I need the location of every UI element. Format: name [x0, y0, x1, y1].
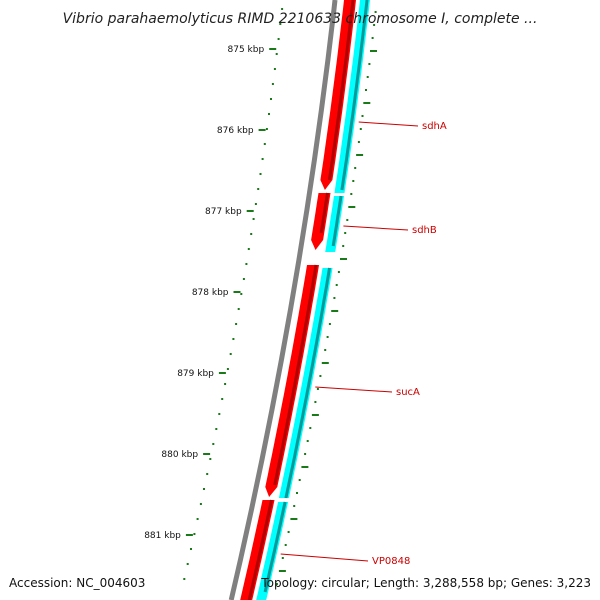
kbp-label: 879 kbp — [177, 369, 214, 379]
gc-dot — [257, 188, 260, 190]
gene-label-sdhb: sdhB — [343, 225, 437, 236]
gc-dot — [209, 458, 212, 460]
kbp-label: 880 kbp — [161, 450, 198, 460]
gc-dot — [242, 278, 245, 280]
reverse-gene — [334, 0, 370, 193]
gc-dot — [203, 488, 205, 490]
kbp-label: 881 kbp — [144, 531, 181, 541]
reverse-gene — [325, 195, 344, 252]
gc-dot — [259, 173, 262, 175]
gc-dot — [190, 548, 192, 550]
gc-dot — [235, 323, 238, 325]
summary-text: Topology: circular; Length: 3,288,558 bp… — [260, 576, 591, 590]
gc-dot — [183, 578, 186, 580]
reverse-gene-track — [256, 0, 370, 600]
gc-dot — [254, 203, 257, 205]
gene-label-vp0848: VP0848 — [280, 553, 410, 567]
gc-dot — [245, 263, 248, 265]
kbp-label: 878 kbp — [192, 288, 229, 298]
gc-dot — [224, 383, 227, 385]
gene-label: VP0848 — [372, 556, 410, 567]
gene-label: sdhB — [412, 225, 437, 236]
gc-dot — [232, 338, 235, 340]
gc-dot — [193, 533, 196, 535]
gc-dot — [250, 233, 253, 235]
gc-dot — [279, 23, 282, 25]
gc-dot — [215, 428, 218, 430]
gc-dot — [226, 368, 229, 370]
gc-dot — [229, 353, 232, 355]
gene-label: sdhA — [422, 121, 447, 132]
kbp-label: 877 kbp — [205, 207, 242, 217]
gc-dot — [199, 503, 202, 505]
gc-dot — [281, 8, 284, 10]
forward-gene — [320, 0, 356, 190]
gc-dot — [240, 293, 243, 295]
forward-gene — [240, 499, 275, 600]
gc-dot — [247, 248, 250, 250]
reverse-gene — [278, 267, 333, 499]
gc-dot — [196, 518, 199, 520]
gc-dot — [270, 98, 272, 100]
gc-dot — [273, 68, 276, 70]
gc-dot — [221, 398, 224, 400]
gc-dot — [237, 308, 240, 310]
gc-dot — [261, 158, 264, 160]
right-tick-track — [275, 11, 377, 585]
forward-gene-track — [240, 0, 356, 600]
kbp-label: 876 kbp — [217, 126, 254, 136]
gene-label: sucA — [396, 387, 420, 398]
gc-dot — [206, 473, 209, 475]
gene-label-sdha: sdhA — [358, 121, 447, 132]
gc-dot — [252, 218, 255, 220]
gene-leader-line — [343, 225, 409, 231]
gc-dot — [218, 413, 221, 415]
gc-dot — [263, 143, 266, 145]
kbp-label: 875 kbp — [228, 45, 265, 55]
gc-dot — [268, 113, 270, 115]
gene-leader-line — [280, 553, 369, 562]
forward-gene — [311, 192, 331, 250]
gc-dot — [277, 38, 280, 40]
gc-dot-track — [183, 8, 284, 580]
gene-label-suca: sucA — [315, 386, 420, 398]
gene-label-layer: sdhA sdhB sucA VP0848 — [280, 121, 447, 567]
gc-dot — [271, 83, 274, 85]
kbp-tick-track: 875 kbp 876 kbp 877 kbp 878 kbp 879 kbp 880 k… — [144, 45, 277, 541]
gc-dot — [212, 443, 215, 445]
gene-leader-line — [315, 386, 393, 393]
gc-dot — [186, 563, 189, 565]
map-title: Vibrio parahaemolyticus RIMD 2210633 chr… — [63, 11, 538, 27]
reverse-gene — [256, 501, 289, 600]
backbone-line — [228, 0, 338, 600]
gc-dot — [275, 53, 278, 55]
gene-leader-line — [358, 121, 419, 127]
accession-text: Accession: NC_004603 — [9, 576, 145, 590]
gc-dot — [265, 128, 268, 130]
forward-gene — [265, 264, 319, 497]
